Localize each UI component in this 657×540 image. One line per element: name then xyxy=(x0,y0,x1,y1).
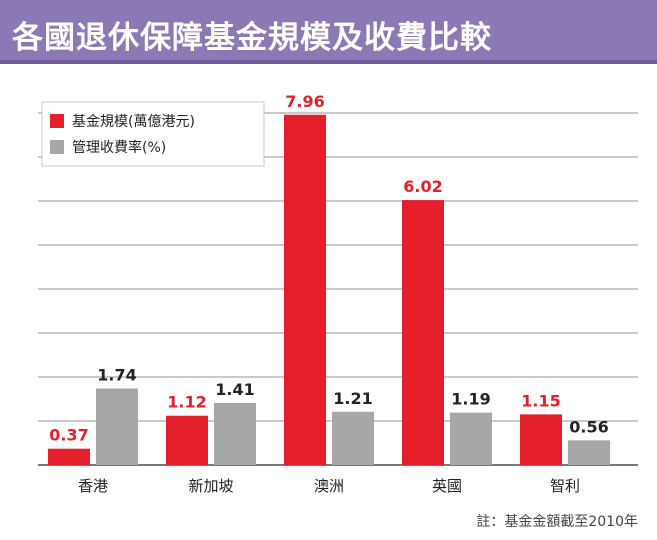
data-label-fund-size: 7.96 xyxy=(285,92,324,111)
bar-fund-size xyxy=(284,114,326,465)
bar-fee-rate xyxy=(96,388,138,465)
data-label-fund-size: 1.12 xyxy=(167,393,206,412)
legend-swatch xyxy=(50,114,64,128)
data-label-fund-size: 6.02 xyxy=(403,177,442,196)
source-note: 註：基金金額截至2010年 xyxy=(476,513,638,530)
x-tick-labels: 香港 新加坡 澳洲 英國 智利 xyxy=(78,477,580,495)
x-tick-label: 新加坡 xyxy=(188,477,233,495)
x-tick-label: 智利 xyxy=(550,477,580,495)
data-label-fee-rate: 1.21 xyxy=(333,389,372,408)
bar-fund-size xyxy=(402,200,444,465)
bar-fund-size xyxy=(520,414,562,465)
bar-fund-size xyxy=(166,415,208,465)
chart-title: 各國退休保障基金規模及收費比較 xyxy=(12,20,492,56)
legend-label: 管理收費率(%) xyxy=(72,139,166,156)
bar-fee-rate xyxy=(214,402,256,465)
bar-fee-rate xyxy=(568,440,610,465)
legend-label: 基金規模(萬億港元) xyxy=(72,113,195,130)
bar-chart: 0.37 1.74 1.12 1.41 7.96 1.21 6.02 1.19 1.15 0.56… xyxy=(38,92,638,530)
data-label-fund-size: 1.15 xyxy=(521,391,560,410)
data-label-fee-rate: 1.74 xyxy=(97,365,136,384)
bar-fee-rate xyxy=(332,411,374,465)
data-label-fund-size: 0.37 xyxy=(49,426,88,445)
title-bar: 各國退休保障基金規模及收費比較 xyxy=(0,0,657,64)
legend: 基金規模(萬億港元) 管理收費率(%) xyxy=(41,101,265,167)
x-tick-label: 香港 xyxy=(78,477,108,495)
legend-swatch xyxy=(50,140,64,154)
x-tick-label: 英國 xyxy=(432,477,462,495)
legend-box xyxy=(41,101,265,167)
data-labels: 0.37 1.74 1.12 1.41 7.96 1.21 6.02 1.19 1.15 0.56 xyxy=(49,92,608,445)
data-label-fee-rate: 1.41 xyxy=(215,380,254,399)
bars xyxy=(48,114,610,465)
data-label-fee-rate: 1.19 xyxy=(451,390,490,409)
bar-fund-size xyxy=(48,448,90,465)
bar-fee-rate xyxy=(450,412,492,465)
data-label-fee-rate: 0.56 xyxy=(569,417,608,436)
x-tick-label: 澳洲 xyxy=(314,477,344,495)
